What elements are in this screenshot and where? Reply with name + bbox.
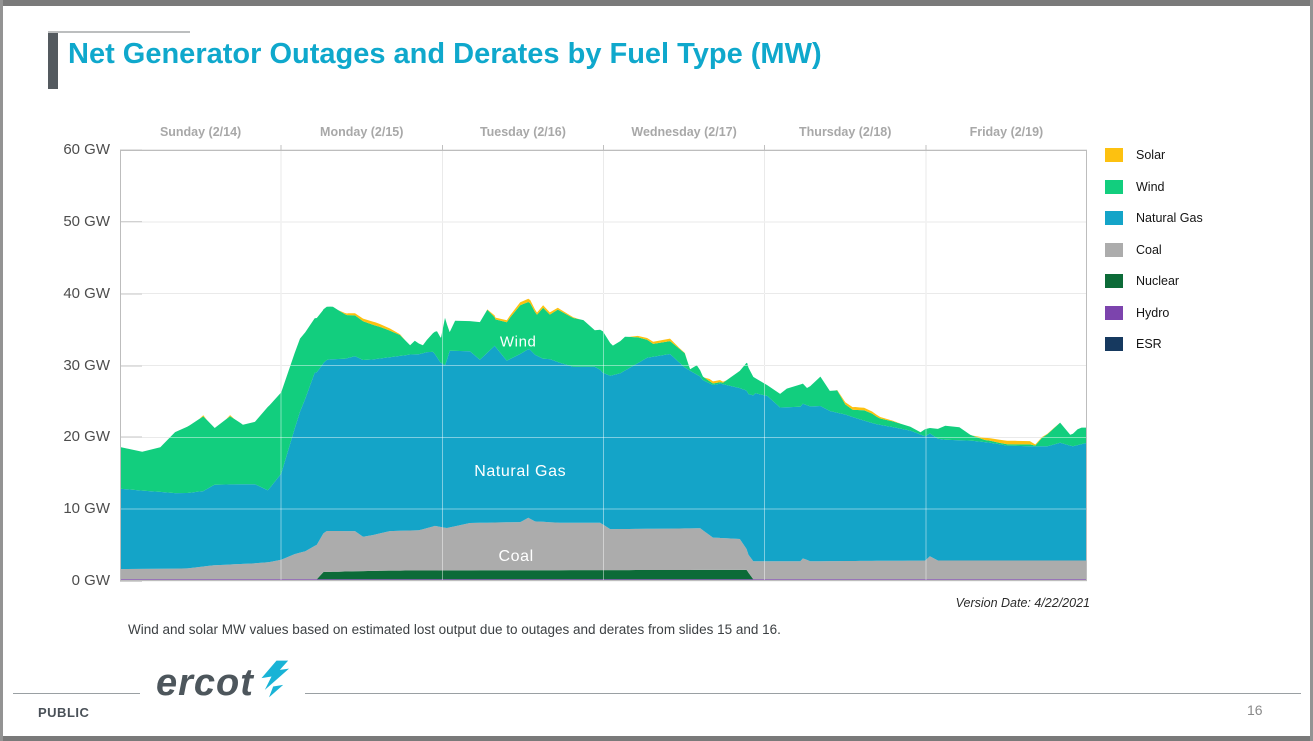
y-axis-tick-label: 30 GW	[63, 356, 110, 374]
footnote: Wind and solar MW values based on estima…	[128, 622, 781, 637]
window-frame-top	[0, 0, 1313, 6]
day-column-label: Thursday (2/18)	[799, 125, 892, 139]
legend-label: Nuclear	[1136, 274, 1180, 288]
legend-swatch	[1105, 211, 1123, 225]
y-axis-tick-label: 20 GW	[63, 428, 110, 446]
legend-item-natural-gas: Natural Gas	[1105, 211, 1203, 225]
page-title: Net Generator Outages and Derates by Fue…	[68, 38, 822, 70]
legend-item-esr: ESR	[1105, 337, 1203, 351]
legend-item-hydro: Hydro	[1105, 305, 1203, 320]
window-frame-right	[1310, 0, 1313, 741]
legend-item-nuclear: Nuclear	[1105, 274, 1203, 288]
area-series-coal	[120, 517, 1087, 580]
y-axis-tick-label: 10 GW	[63, 500, 110, 518]
stacked-area-chart: Wind Natural Gas Coal	[120, 145, 1087, 582]
window-frame-bottom	[0, 736, 1313, 741]
legend-swatch	[1105, 337, 1123, 351]
y-axis-tick-label: 50 GW	[63, 212, 110, 230]
lightning-bolt-icon	[261, 660, 289, 698]
area-series-nuclear	[120, 569, 1087, 580]
y-axis-tick-label: 0 GW	[71, 572, 110, 589]
y-axis-tick-label: 40 GW	[63, 284, 110, 302]
legend-label: Solar	[1136, 148, 1166, 162]
day-column-label: Friday (2/19)	[969, 125, 1044, 139]
area-series-wind	[120, 302, 1087, 494]
ercot-logo: ercot	[140, 660, 305, 706]
window-frame-left	[0, 0, 3, 741]
classification-label: PUBLIC	[38, 705, 90, 720]
title-accent-line	[48, 31, 190, 33]
y-axis-tick-label: 60 GW	[63, 141, 110, 158]
legend-swatch	[1105, 305, 1123, 320]
version-date: Version Date: 4/22/2021	[955, 596, 1090, 610]
legend-label: ESR	[1136, 337, 1162, 351]
legend-label: Hydro	[1136, 305, 1170, 320]
legend-label: Natural Gas	[1136, 211, 1203, 225]
day-column-label: Wednesday (2/17)	[631, 125, 737, 139]
legend-item-wind: Wind	[1105, 179, 1203, 194]
page-number: 16	[1247, 702, 1263, 718]
footer-divider	[13, 693, 1301, 694]
legend-swatch	[1105, 148, 1123, 162]
day-column-label: Sunday (2/14)	[159, 125, 242, 139]
legend-swatch	[1105, 274, 1123, 288]
legend-item-coal: Coal	[1105, 242, 1203, 257]
title-accent-bar	[48, 32, 58, 89]
legend-label: Wind	[1136, 179, 1165, 194]
legend-item-solar: Solar	[1105, 148, 1203, 162]
legend-swatch	[1105, 242, 1123, 257]
area-series-natural-gas	[120, 345, 1087, 570]
chart-legend: Solar Wind Natural Gas Coal Nuclear Hydro ESR	[1105, 148, 1203, 351]
ercot-logo-text: ercot	[156, 662, 254, 704]
day-column-label: Monday (2/15)	[320, 125, 404, 139]
legend-swatch	[1105, 179, 1123, 194]
day-column-label: Tuesday (2/16)	[479, 125, 566, 139]
legend-label: Coal	[1136, 242, 1162, 257]
